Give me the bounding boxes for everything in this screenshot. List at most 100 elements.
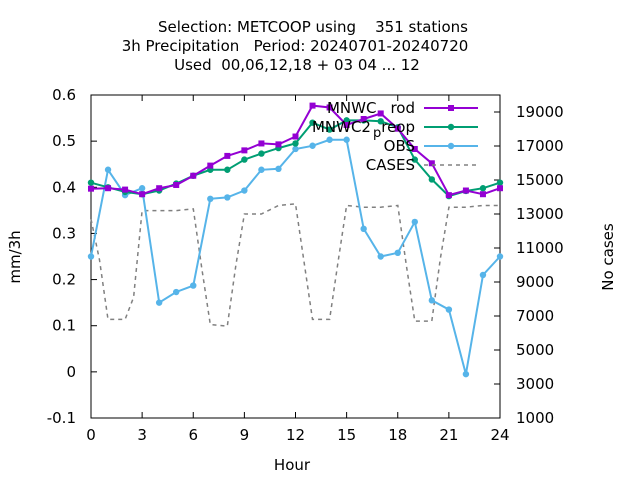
data-point-obs <box>394 249 401 257</box>
data-point-mnwc-rod <box>190 172 197 179</box>
legend-label-mnwc-rod-part-2: rod <box>390 99 415 117</box>
y2-tick-label: 13000 <box>516 205 564 223</box>
y2-axis-ticks: 1000 3000 5000 7000 9000 11000 13000 15000 17000… <box>494 103 564 427</box>
x-tick-label: 24 <box>490 426 509 444</box>
data-point-mnwc-rod <box>309 102 316 109</box>
data-point-obs <box>173 288 180 296</box>
data-point-obs <box>428 297 436 304</box>
data-point-obs <box>138 185 146 192</box>
data-point-mnwc-rod <box>275 141 282 148</box>
y2-tick-label: 5000 <box>516 341 554 359</box>
data-point-obs <box>104 166 112 173</box>
data-point-obs <box>275 165 282 173</box>
legend-label-mnwc-rod-part-1: MNWC <box>327 99 376 117</box>
data-point-mnwc2-preop <box>87 179 95 186</box>
y-tick-label: 0.2 <box>52 271 76 289</box>
y-tick-label: 0.3 <box>52 224 76 242</box>
legend-entry-mnwc2-preop: MNWC2 preop <box>312 118 478 141</box>
x-tick-label: 15 <box>337 426 356 444</box>
y2-tick-label: 3000 <box>516 375 554 393</box>
legend-marker-mnwc-rod <box>448 105 454 111</box>
y-tick-label: 0.4 <box>52 178 76 196</box>
data-point-mnwc-rod <box>105 185 112 192</box>
series-line-mnwc2-preop <box>90 119 501 198</box>
y-axis-ticks: -0.1 0 0.1 0.2 0.3 0.4 0.5 0.6 <box>47 86 97 427</box>
data-point-mnwc-rod <box>497 185 503 192</box>
y-tick-label: 0.6 <box>52 86 76 104</box>
y2-tick-label: 11000 <box>516 239 564 257</box>
data-point-mnwc-rod <box>241 147 248 154</box>
data-point-mnwc-rod <box>139 191 146 198</box>
y-tick-label: 0.5 <box>52 132 76 150</box>
y2-tick-label: 17000 <box>516 137 564 155</box>
data-point-obs <box>445 306 453 313</box>
x-tick-label: 12 <box>286 426 305 444</box>
series-obs <box>87 136 504 378</box>
data-point-mnwc-rod <box>326 104 333 111</box>
data-point-obs <box>326 136 333 143</box>
data-point-mnwc2-preop <box>428 176 436 183</box>
data-point-obs <box>479 271 487 279</box>
data-point-mnwc2-preop <box>309 119 316 126</box>
data-point-obs <box>224 194 231 201</box>
data-point-mnwc-rod <box>88 185 94 192</box>
series-mnwc-rod <box>88 102 503 199</box>
y-axis-label: mm/3h <box>6 230 24 283</box>
data-point-obs <box>207 195 214 203</box>
data-point-mnwc-rod <box>411 145 418 152</box>
data-point-mnwc2-preop <box>326 126 333 133</box>
legend-label-mnwc-rod: MNWC rod <box>327 99 415 117</box>
data-point-mnwc-rod <box>258 140 265 147</box>
data-point-mnwc-rod <box>360 115 367 122</box>
legend-entry-mnwc-rod: MNWC rod <box>327 99 478 117</box>
legend-label-cases: CASES <box>366 156 415 174</box>
y2-tick-label: 1000 <box>516 409 554 427</box>
chart-title-line-1: Selection: METCOOP using 351 stations <box>158 18 468 36</box>
data-point-mnwc2-preop <box>241 156 248 163</box>
data-point-mnwc-rod <box>479 191 486 198</box>
series-cases <box>90 202 500 328</box>
x-tick-label: 6 <box>188 426 198 444</box>
data-point-mnwc-rod <box>207 162 214 169</box>
legend-marker-obs <box>447 142 455 150</box>
x-tick-label: 3 <box>137 426 147 444</box>
x-tick-label: 0 <box>86 426 96 444</box>
data-point-obs <box>377 253 384 260</box>
data-point-obs <box>241 187 248 194</box>
legend-marker-mnwc2-preop <box>447 123 455 131</box>
data-point-obs <box>411 218 418 226</box>
series-mnwc2-preop <box>87 117 504 200</box>
legend-entry-cases: CASES <box>366 156 478 174</box>
data-point-mnwc-rod <box>173 181 180 188</box>
data-point-mnwc2-preop <box>377 118 384 125</box>
data-point-mnwc-rod <box>224 152 231 159</box>
x-tick-label: 21 <box>439 426 458 444</box>
legend-label-mnwc2-preop-part-1: MNWC2 <box>312 118 371 136</box>
y-tick-label: 0.1 <box>52 317 76 335</box>
y-tick-label: 0 <box>66 363 76 381</box>
data-point-obs <box>462 370 470 378</box>
data-point-mnwc-rod <box>292 133 299 140</box>
data-point-obs <box>496 253 504 260</box>
legend: MNWC rod MNWC2 preop OBS CASES <box>312 99 478 174</box>
data-point-mnwc-rod <box>462 187 469 194</box>
chart-title-line-2: 3h Precipitation Period: 20240701-202407… <box>122 37 469 55</box>
data-point-mnwc2-preop <box>292 140 299 147</box>
y2-tick-label: 7000 <box>516 307 554 325</box>
y2-tick-label: 19000 <box>516 103 564 121</box>
data-point-obs <box>292 145 299 153</box>
data-point-obs <box>309 142 316 149</box>
data-point-mnwc2-preop <box>258 150 265 157</box>
data-point-mnwc2-preop <box>224 166 231 173</box>
data-point-mnwc2-preop <box>411 156 418 163</box>
data-point-obs <box>87 253 95 260</box>
y-tick-label: -0.1 <box>47 409 76 427</box>
data-point-obs <box>190 282 197 289</box>
data-point-obs <box>343 136 350 143</box>
legend-label-mnwc2-preop-part-2: p <box>373 126 381 141</box>
data-point-obs <box>155 299 163 306</box>
y2-tick-label: 15000 <box>516 171 564 189</box>
data-point-mnwc-rod <box>377 110 384 117</box>
y2-tick-label: 9000 <box>516 273 554 291</box>
